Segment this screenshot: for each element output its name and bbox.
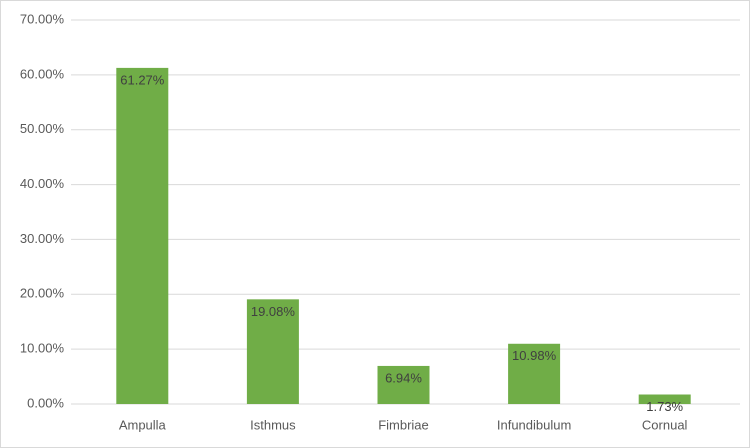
data-label: 61.27% (120, 72, 165, 87)
y-tick-label: 20.00% (20, 286, 65, 301)
y-tick-label: 30.00% (20, 231, 65, 246)
y-tick-label: 10.00% (20, 341, 65, 356)
bar (377, 365, 430, 404)
y-tick-label: 70.00% (20, 11, 65, 26)
bar (246, 299, 299, 404)
x-tick-label: Ampulla (119, 417, 167, 432)
y-tick-label: 60.00% (20, 66, 65, 81)
y-tick-label: 40.00% (20, 176, 65, 191)
x-tick-label: Isthmus (250, 417, 296, 432)
x-tick-label: Infundibulum (497, 417, 571, 432)
y-tick-label: 50.00% (20, 121, 65, 136)
x-tick-label: Cornual (642, 417, 688, 432)
data-label: 19.08% (251, 304, 296, 319)
data-label: 1.73% (646, 399, 683, 414)
bar (638, 394, 691, 404)
x-tick-label: Fimbriae (378, 417, 429, 432)
data-label: 10.98% (512, 348, 557, 363)
data-label: 6.94% (385, 370, 422, 385)
y-tick-label: 0.00% (27, 395, 64, 410)
bar (508, 343, 561, 404)
bar (116, 67, 169, 404)
